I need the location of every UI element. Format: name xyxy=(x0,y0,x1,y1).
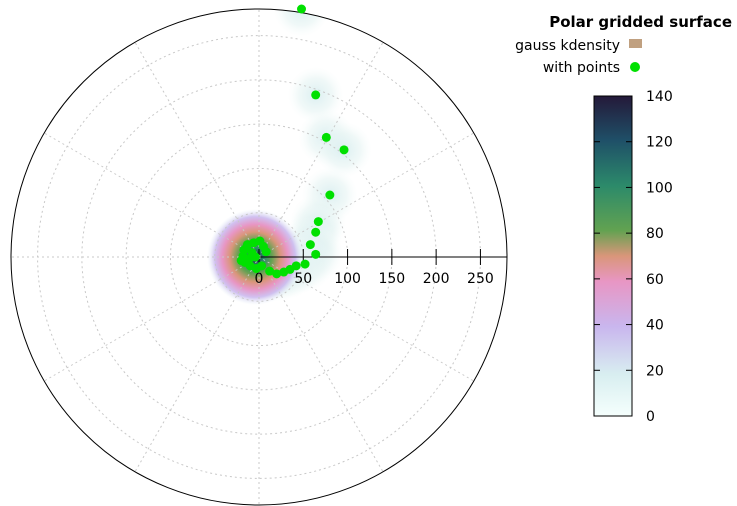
grid-spoke xyxy=(258,41,384,258)
data-point xyxy=(272,269,282,279)
colorbar-tick-label: 0 xyxy=(646,409,655,425)
data-point xyxy=(279,267,289,277)
grid-spoke xyxy=(258,256,384,473)
colorbar-tick-label: 60 xyxy=(646,272,664,288)
data-points xyxy=(236,4,349,279)
r-axis-tick-label: 0 xyxy=(255,271,264,287)
r-axis-tick-label: 200 xyxy=(423,271,450,287)
legend: Polar gridded surface gauss kdensity wit… xyxy=(515,13,732,76)
data-point xyxy=(236,256,246,266)
chart-title: Polar gridded surface xyxy=(549,13,732,31)
grid-spoke xyxy=(258,132,475,258)
data-point xyxy=(311,90,321,100)
grid-spoke xyxy=(134,41,260,258)
data-point xyxy=(321,132,331,142)
data-point xyxy=(300,259,310,269)
data-point xyxy=(313,217,323,227)
legend-label-points: with points xyxy=(543,60,620,76)
colorbar: 0 20 40 60 80 100 120 140 xyxy=(593,89,673,425)
data-point xyxy=(311,249,321,259)
data-point xyxy=(325,190,335,200)
data-point xyxy=(297,4,307,14)
colorbar-gradient xyxy=(593,95,633,417)
legend-swatch-points xyxy=(630,62,640,72)
colorbar-tick-label: 100 xyxy=(646,180,673,196)
colorbar-tick-label: 120 xyxy=(646,135,673,151)
colorbar-tick-label: 140 xyxy=(646,89,673,105)
data-point xyxy=(242,242,252,252)
data-point xyxy=(261,247,271,257)
grid-spoke xyxy=(258,256,475,382)
colorbar-tick-label: 40 xyxy=(646,318,664,334)
density-halo xyxy=(273,9,330,37)
colorbar-tick-label: 20 xyxy=(646,363,664,379)
data-point xyxy=(311,227,321,237)
radial-axis: 0 50 100 150 200 250 xyxy=(255,249,507,287)
r-axis-tick-label: 100 xyxy=(334,271,361,287)
legend-label-density: gauss kdensity xyxy=(515,38,620,54)
r-axis-tick-label: 250 xyxy=(467,271,494,287)
grid-spoke xyxy=(43,256,260,382)
data-point xyxy=(339,145,349,155)
legend-swatch-density xyxy=(629,39,642,48)
r-axis-tick-label: 50 xyxy=(294,271,312,287)
r-axis-tick-label: 150 xyxy=(378,271,405,287)
data-point xyxy=(250,252,260,262)
colorbar-tick-label: 80 xyxy=(646,226,664,242)
grid-spoke xyxy=(134,256,260,473)
data-point xyxy=(265,266,275,276)
grid-spoke xyxy=(43,132,260,258)
data-point xyxy=(305,240,315,250)
